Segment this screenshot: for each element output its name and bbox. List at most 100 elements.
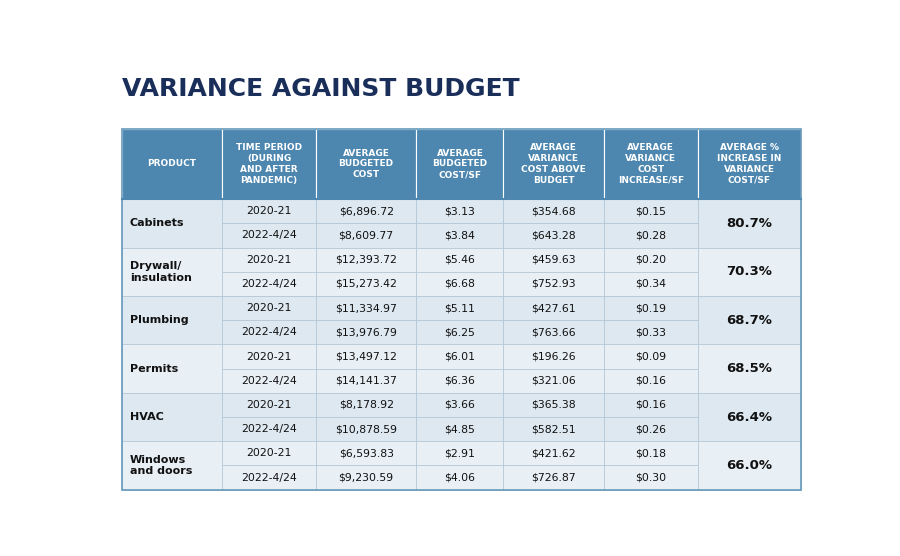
Bar (122, 129, 222, 199)
Bar (503, 129, 604, 199)
Text: $3.84: $3.84 (445, 231, 475, 241)
Text: 2020-21: 2020-21 (247, 255, 292, 265)
Bar (604, 296, 698, 320)
Bar (222, 344, 316, 369)
Bar (604, 224, 698, 247)
Bar (503, 247, 604, 272)
Bar (316, 272, 417, 296)
Bar (316, 417, 417, 441)
Text: $12,393.72: $12,393.72 (335, 255, 397, 265)
Bar (417, 272, 503, 296)
Bar (698, 247, 801, 296)
Text: $3.66: $3.66 (445, 400, 475, 410)
Bar (417, 417, 503, 441)
Bar (222, 272, 316, 296)
Text: $3.13: $3.13 (445, 206, 475, 216)
Text: 2022-4/24: 2022-4/24 (241, 231, 297, 241)
Text: $427.61: $427.61 (531, 303, 576, 313)
Bar (222, 296, 316, 320)
Bar (604, 320, 698, 344)
Text: $0.30: $0.30 (635, 473, 666, 483)
Bar (698, 199, 801, 247)
Bar (417, 393, 503, 417)
Bar (417, 247, 503, 272)
Bar (604, 465, 698, 490)
Text: AVERAGE
VARIANCE
COST ABOVE
BUDGET: AVERAGE VARIANCE COST ABOVE BUDGET (521, 143, 586, 185)
Bar (122, 441, 222, 490)
Bar (503, 296, 604, 320)
Text: TIME PERIOD
(DURING
AND AFTER
PANDEMIC): TIME PERIOD (DURING AND AFTER PANDEMIC) (236, 143, 302, 185)
Bar (503, 272, 604, 296)
Text: $4.85: $4.85 (445, 424, 475, 434)
Text: $9,230.59: $9,230.59 (338, 473, 393, 483)
Bar (604, 441, 698, 465)
Bar (604, 247, 698, 272)
Bar (316, 441, 417, 465)
Bar (122, 296, 222, 344)
Text: $0.20: $0.20 (635, 255, 666, 265)
Bar (503, 369, 604, 393)
Bar (222, 369, 316, 393)
Bar (503, 393, 604, 417)
Bar (417, 465, 503, 490)
Text: $582.51: $582.51 (531, 424, 576, 434)
Text: $0.33: $0.33 (635, 327, 666, 337)
Text: 66.4%: 66.4% (726, 410, 772, 424)
Text: 66.0%: 66.0% (726, 459, 772, 472)
Bar (604, 344, 698, 369)
Bar (222, 247, 316, 272)
Text: $0.18: $0.18 (635, 448, 666, 458)
Text: $13,976.79: $13,976.79 (335, 327, 397, 337)
Text: $0.26: $0.26 (635, 424, 666, 434)
Bar (316, 224, 417, 247)
Text: AVERAGE
BUDGETED
COST/SF: AVERAGE BUDGETED COST/SF (432, 149, 488, 179)
Bar (316, 465, 417, 490)
Text: VARIANCE AGAINST BUDGET: VARIANCE AGAINST BUDGET (122, 77, 519, 101)
Text: 2020-21: 2020-21 (247, 400, 292, 410)
Text: 2020-21: 2020-21 (247, 351, 292, 361)
Bar (698, 296, 801, 344)
Text: $15,273.42: $15,273.42 (335, 279, 397, 289)
Text: PRODUCT: PRODUCT (148, 160, 196, 168)
Bar (417, 224, 503, 247)
Bar (222, 417, 316, 441)
Text: Windows
and doors: Windows and doors (130, 455, 193, 476)
Bar (604, 272, 698, 296)
Bar (604, 417, 698, 441)
Text: $6,593.83: $6,593.83 (338, 448, 393, 458)
Text: 2020-21: 2020-21 (247, 448, 292, 458)
Bar (316, 320, 417, 344)
Text: 2020-21: 2020-21 (247, 206, 292, 216)
Bar (222, 224, 316, 247)
Text: AVERAGE %
INCREASE IN
VARIANCE
COST/SF: AVERAGE % INCREASE IN VARIANCE COST/SF (717, 143, 781, 185)
Bar (604, 199, 698, 224)
Bar (417, 296, 503, 320)
Bar (503, 417, 604, 441)
Text: $6,896.72: $6,896.72 (338, 206, 393, 216)
Bar (222, 320, 316, 344)
Bar (604, 393, 698, 417)
Text: 68.5%: 68.5% (726, 362, 772, 375)
Text: $0.16: $0.16 (635, 400, 666, 410)
Text: $321.06: $321.06 (531, 376, 576, 386)
Text: $0.15: $0.15 (635, 206, 666, 216)
Bar (316, 369, 417, 393)
Text: $0.19: $0.19 (635, 303, 666, 313)
Bar (316, 296, 417, 320)
Bar (122, 199, 222, 247)
Text: 70.3%: 70.3% (726, 265, 772, 279)
Text: $8,178.92: $8,178.92 (338, 400, 393, 410)
Text: $0.09: $0.09 (635, 351, 666, 361)
Bar (122, 393, 222, 441)
Text: $752.93: $752.93 (531, 279, 576, 289)
Bar (122, 247, 222, 296)
Bar (604, 129, 698, 199)
Bar (698, 129, 801, 199)
Text: $6.68: $6.68 (445, 279, 475, 289)
Text: $643.28: $643.28 (531, 231, 576, 241)
Bar (222, 129, 316, 199)
Text: $459.63: $459.63 (531, 255, 576, 265)
Bar (122, 344, 222, 393)
Text: 2022-4/24: 2022-4/24 (241, 424, 297, 434)
Text: $6.01: $6.01 (445, 351, 475, 361)
